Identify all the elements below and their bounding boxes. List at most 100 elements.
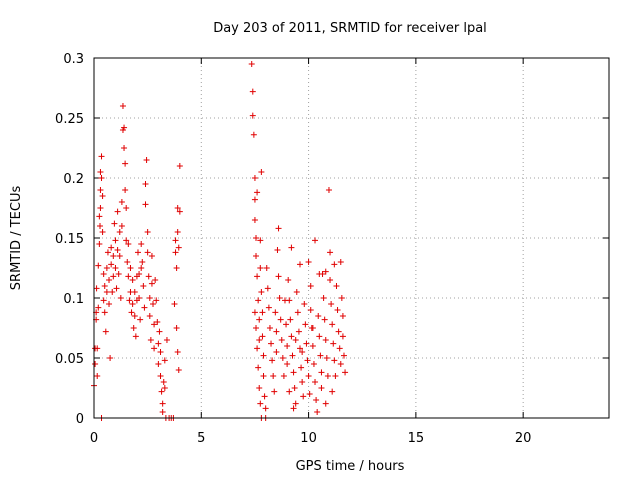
data-point	[94, 373, 101, 379]
data-point	[155, 340, 162, 347]
data-point	[305, 373, 312, 379]
data-point	[142, 201, 149, 208]
data-point	[317, 352, 324, 359]
data-point	[174, 229, 181, 235]
data-point	[142, 181, 149, 187]
data-point	[138, 265, 145, 271]
data-point	[139, 259, 146, 265]
data-point	[253, 235, 260, 241]
data-point	[110, 253, 117, 259]
data-point	[287, 316, 294, 323]
data-point	[279, 355, 286, 361]
data-point	[297, 345, 303, 352]
data-point	[254, 273, 261, 280]
data-point	[106, 277, 113, 283]
data-point	[331, 261, 338, 268]
data-point	[172, 237, 179, 244]
data-point	[302, 321, 309, 328]
data-point	[136, 295, 143, 301]
data-point	[288, 244, 295, 251]
data-point	[327, 249, 334, 256]
data-point	[275, 273, 282, 280]
data-point	[171, 301, 178, 307]
data-point	[103, 289, 110, 295]
data-point	[152, 277, 159, 283]
data-point	[93, 285, 100, 292]
data-point	[250, 131, 257, 138]
data-point	[260, 373, 267, 379]
data-point	[146, 295, 153, 301]
data-point	[255, 364, 262, 371]
data-point	[116, 229, 123, 235]
data-point	[274, 247, 281, 253]
data-point	[322, 268, 329, 275]
data-point	[249, 112, 256, 119]
data-point	[176, 163, 183, 169]
data-point	[141, 304, 148, 311]
data-point	[100, 271, 107, 277]
data-point	[276, 295, 283, 301]
data-point	[107, 355, 114, 361]
data-point	[268, 340, 275, 347]
data-point	[134, 249, 141, 256]
data-point	[148, 280, 155, 287]
data-point	[122, 160, 129, 167]
data-point	[118, 223, 125, 229]
data-point	[159, 409, 166, 415]
data-point	[108, 261, 115, 268]
data-point	[331, 357, 338, 364]
data-point	[316, 271, 323, 277]
data-point	[325, 187, 332, 193]
data-point	[112, 237, 119, 244]
data-point	[136, 271, 143, 277]
data-point	[330, 340, 337, 347]
data-point	[111, 220, 118, 227]
data-point	[258, 169, 265, 175]
data-point	[131, 313, 138, 319]
data-point	[312, 379, 319, 385]
data-point	[109, 289, 116, 295]
data-point	[273, 349, 280, 355]
data-point	[299, 379, 306, 385]
data-point	[256, 385, 263, 391]
data-point	[271, 388, 278, 395]
x-tick-labels: 0 5 10 15 20	[90, 431, 532, 446]
data-point	[321, 316, 328, 323]
data-point	[328, 301, 335, 307]
data-point	[158, 388, 165, 395]
data-point	[327, 277, 334, 283]
data-point	[292, 400, 299, 407]
data-point	[299, 349, 306, 355]
data-point	[115, 271, 122, 277]
data-point	[254, 189, 261, 196]
x-tick-label: 5	[197, 431, 205, 446]
data-point	[161, 385, 168, 391]
data-point	[256, 316, 263, 323]
data-point	[285, 277, 292, 283]
data-point	[108, 244, 115, 251]
y-tick-label: 0	[76, 412, 84, 427]
data-point	[172, 249, 179, 256]
data-point	[272, 309, 279, 316]
data-point	[103, 265, 110, 271]
data-point	[154, 319, 161, 325]
data-point	[284, 343, 291, 349]
data-point	[259, 309, 266, 316]
data-point	[98, 175, 105, 181]
data-point	[342, 369, 349, 376]
data-point	[329, 388, 336, 395]
data-point	[305, 259, 312, 265]
data-point	[251, 196, 258, 203]
data-point	[160, 379, 167, 385]
data-point	[338, 295, 345, 301]
data-point	[284, 361, 291, 367]
data-point	[125, 273, 132, 280]
data-point	[143, 157, 150, 163]
data-point	[95, 262, 102, 269]
data-point	[161, 357, 168, 364]
data-point	[316, 333, 323, 340]
data-point	[126, 297, 133, 304]
data-point	[280, 373, 287, 379]
data-point	[251, 309, 258, 316]
